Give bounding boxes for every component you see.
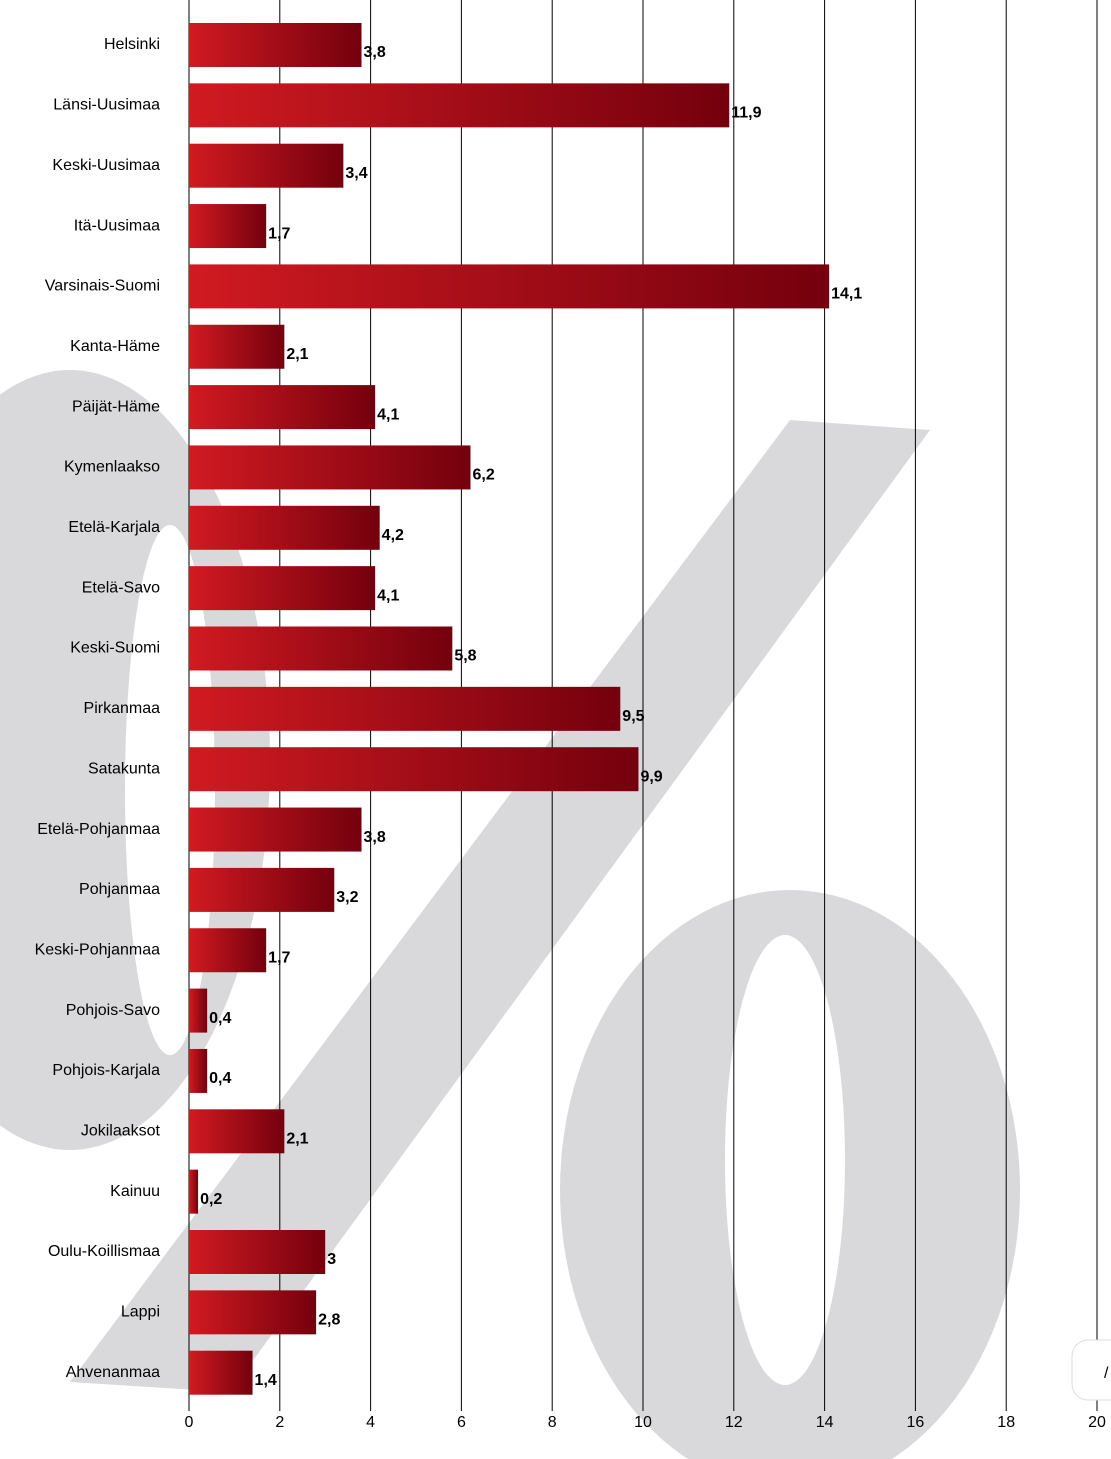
annotation: / [1104, 1365, 1109, 1382]
y-tick-label: Satakunta [88, 760, 160, 777]
bar [189, 204, 267, 249]
bar [189, 626, 453, 671]
bar [189, 83, 730, 128]
y-tick-label: Jokilaaksot [81, 1123, 161, 1140]
bar [189, 505, 380, 550]
bar [189, 1169, 199, 1214]
y-tick-label: Pohjois-Karjala [52, 1062, 160, 1079]
x-tick-label: 6 [457, 1414, 466, 1431]
value-label: 9,9 [640, 768, 662, 785]
value-label: 3,8 [364, 44, 386, 61]
bar [189, 747, 639, 792]
x-tick-label: 18 [997, 1414, 1015, 1431]
y-tick-label: Etelä-Karjala [68, 519, 160, 536]
bar [189, 1230, 326, 1274]
bar [189, 23, 362, 67]
x-tick-label: 20 [1088, 1414, 1106, 1431]
value-label: 11,9 [731, 105, 761, 122]
value-label: 3 [327, 1251, 336, 1268]
value-label: 0,4 [209, 1070, 231, 1087]
value-label: 5,8 [454, 648, 476, 665]
bar [189, 1109, 285, 1154]
x-tick-label: 16 [907, 1414, 925, 1431]
y-tick-label: Helsinki [104, 36, 160, 53]
x-tick-label: 2 [275, 1414, 284, 1431]
value-label: 6,2 [472, 467, 494, 484]
value-label: 2,1 [286, 346, 308, 363]
x-tick-label: 14 [816, 1414, 834, 1431]
y-tick-label: Keski-Suomi [70, 640, 160, 657]
y-tick-label: Pohjois-Savo [66, 1002, 160, 1019]
value-label: 4,1 [377, 587, 399, 604]
y-tick-label: Kainuu [110, 1183, 160, 1200]
y-tick-label: Päijät-Häme [72, 398, 160, 415]
x-tick-label: 10 [634, 1414, 652, 1431]
value-label: 1,4 [255, 1372, 277, 1389]
value-label: 3,8 [364, 829, 386, 846]
value-label: 14,1 [831, 286, 862, 303]
y-tick-label: Länsi-Uusimaa [53, 97, 160, 114]
y-tick-label: Keski-Uusimaa [52, 157, 160, 174]
value-label: 1,7 [268, 949, 290, 966]
bar [189, 988, 208, 1033]
y-tick-label: Pirkanmaa [84, 700, 161, 717]
value-label: 9,5 [622, 708, 644, 725]
watermark [0, 370, 1020, 1459]
bar [189, 686, 621, 731]
y-tick-label: Pohjanmaa [79, 881, 160, 898]
x-tick-label: 12 [725, 1414, 743, 1431]
bar [189, 566, 376, 611]
y-tick-label: Kanta-Häme [70, 338, 160, 355]
y-tick-label: Etelä-Pohjanmaa [37, 821, 160, 838]
y-tick-label: Etelä-Savo [82, 579, 160, 596]
value-label: 0,4 [209, 1010, 231, 1027]
bar [189, 867, 335, 912]
y-tick-label: Kymenlaakso [64, 459, 160, 476]
x-tick-label: 8 [548, 1414, 557, 1431]
value-label: 2,1 [286, 1131, 308, 1148]
value-label: 2,8 [318, 1312, 340, 1329]
y-tick-label: Varsinais-Suomi [45, 278, 160, 295]
bar [189, 807, 362, 852]
y-tick-label: Keski-Pohjanmaa [35, 941, 161, 958]
value-label: 3,2 [336, 889, 358, 906]
bar [189, 324, 285, 369]
annotation-box: / [1071, 1339, 1111, 1401]
value-label: 3,4 [345, 165, 367, 182]
bar [189, 264, 830, 309]
bar [189, 928, 267, 973]
bar [189, 385, 376, 430]
bar [189, 1290, 317, 1335]
value-label: 0,2 [200, 1191, 222, 1208]
y-tick-label: Itä-Uusimaa [74, 217, 160, 234]
x-tick-label: 0 [185, 1414, 194, 1431]
value-label: 1,7 [268, 225, 290, 242]
x-tick-label: 4 [366, 1414, 375, 1431]
value-label: 4,2 [382, 527, 404, 544]
bar [189, 143, 344, 188]
y-tick-label: Lappi [121, 1304, 160, 1321]
y-tick-label: Oulu-Koillismaa [48, 1243, 160, 1260]
bar [189, 445, 471, 490]
y-tick-label: Ahvenanmaa [66, 1364, 160, 1381]
value-label: 4,1 [377, 406, 399, 423]
bar [189, 1350, 253, 1395]
bar [189, 1048, 208, 1093]
